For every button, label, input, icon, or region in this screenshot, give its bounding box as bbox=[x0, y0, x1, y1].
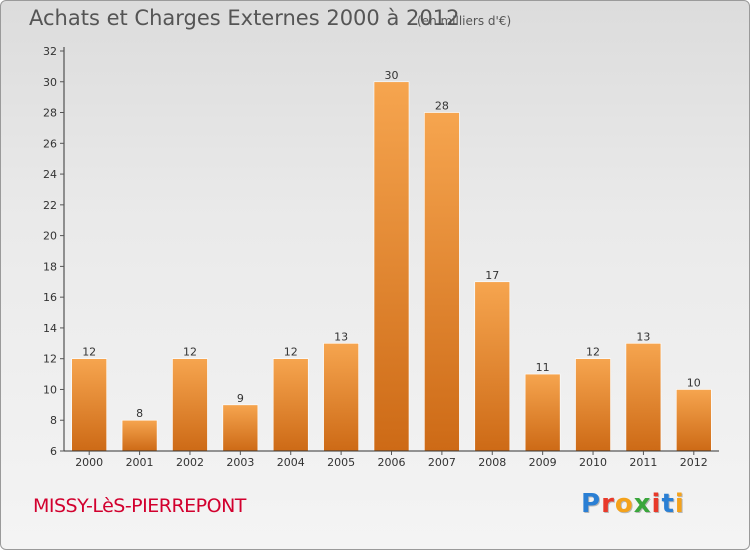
x-tick-label: 2009 bbox=[529, 456, 557, 469]
logo-letter: o bbox=[614, 489, 634, 519]
bar-2004 bbox=[272, 358, 309, 452]
bar-2002 bbox=[172, 358, 208, 452]
data-label-2008: 17 bbox=[485, 269, 499, 282]
chart-subtitle: (en milliers d'€) bbox=[417, 14, 512, 28]
logo-letter: t bbox=[661, 489, 675, 519]
data-label-2007: 28 bbox=[435, 100, 449, 113]
chart-title: Achats et Charges Externes 2000 à 2012 bbox=[29, 6, 460, 30]
bar-2001 bbox=[121, 419, 158, 452]
y-tick-label: 16 bbox=[43, 291, 57, 304]
data-label-2009: 11 bbox=[536, 361, 550, 374]
data-label-2001: 8 bbox=[136, 407, 143, 420]
x-tick-label: 2007 bbox=[428, 456, 456, 469]
bar-2007 bbox=[424, 112, 460, 452]
x-tick-label: 2011 bbox=[629, 456, 657, 469]
x-axis: 2000 2001 2002 2003 2004 2005 2006 2007 2008 2009… bbox=[64, 450, 719, 469]
y-tick-label: 8 bbox=[50, 414, 57, 427]
data-label-2002: 12 bbox=[183, 346, 197, 359]
data-label-2012: 10 bbox=[687, 376, 701, 389]
x-tick-label: 2001 bbox=[126, 456, 154, 469]
y-tick-label: 14 bbox=[43, 322, 57, 335]
data-label-2006: 30 bbox=[385, 69, 399, 82]
bars bbox=[71, 81, 712, 452]
data-label-2011: 13 bbox=[636, 330, 650, 343]
x-tick-label: 2008 bbox=[478, 456, 506, 469]
logo-letter: r bbox=[601, 489, 615, 519]
bar-2010 bbox=[575, 358, 611, 452]
y-tick-label: 22 bbox=[43, 199, 57, 212]
bar-2011 bbox=[625, 343, 662, 452]
bar-2005 bbox=[323, 343, 359, 452]
data-labels: 12 8 12 9 12 13 30 28 17 11 12 13 10 bbox=[82, 69, 701, 420]
y-tick-label: 6 bbox=[50, 445, 57, 458]
bar-2003 bbox=[222, 404, 259, 452]
data-label-2000: 12 bbox=[82, 346, 96, 359]
bar-2008 bbox=[474, 281, 511, 452]
x-tick-label: 2010 bbox=[579, 456, 607, 469]
y-tick-label: 28 bbox=[43, 107, 57, 120]
y-tick-label: 30 bbox=[43, 76, 57, 89]
bar-2009 bbox=[524, 373, 561, 452]
y-tick-label: 32 bbox=[43, 45, 57, 58]
logo-letter: P bbox=[581, 489, 602, 519]
data-label-2003: 9 bbox=[237, 392, 244, 405]
y-tick-label: 18 bbox=[43, 260, 57, 273]
x-tick-label: 2002 bbox=[176, 456, 204, 469]
bar-2012 bbox=[676, 389, 712, 452]
x-tick-label: 2006 bbox=[378, 456, 406, 469]
bar-2000 bbox=[71, 358, 107, 452]
x-tick-label: 2012 bbox=[680, 456, 708, 469]
commune-name: MISSY-LèS-PIERREPONT bbox=[33, 495, 246, 517]
x-tick-label: 2000 bbox=[75, 456, 103, 469]
y-tick-label: 10 bbox=[43, 383, 57, 396]
bar-2006 bbox=[373, 81, 410, 452]
x-tick-label: 2004 bbox=[277, 456, 305, 469]
x-tick-label: 2005 bbox=[327, 456, 355, 469]
proxiti-logo: Proxiti bbox=[581, 489, 685, 519]
y-tick-label: 20 bbox=[43, 230, 57, 243]
y-tick-label: 26 bbox=[43, 137, 57, 150]
y-tick-label: 24 bbox=[43, 168, 57, 181]
y-tick-label: 12 bbox=[43, 353, 57, 366]
data-label-2004: 12 bbox=[284, 346, 298, 359]
logo-letter: x bbox=[633, 489, 652, 519]
data-label-2010: 12 bbox=[586, 346, 600, 359]
logo-letter: i bbox=[674, 489, 685, 519]
logo-letter: i bbox=[651, 489, 662, 519]
y-axis: 6 8 10 12 14 16 18 20 22 24 26 28 30 32 bbox=[43, 45, 65, 458]
x-tick-label: 2003 bbox=[226, 456, 254, 469]
data-label-2005: 13 bbox=[334, 330, 348, 343]
